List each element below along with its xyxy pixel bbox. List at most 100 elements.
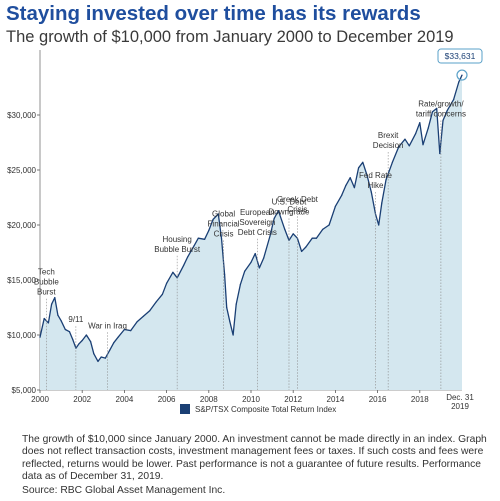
data-point — [47, 322, 50, 324]
data-point — [51, 303, 53, 305]
data-point — [142, 315, 144, 317]
x-tick-label: 2000 — [31, 395, 49, 404]
annotation-label: War in Iraq — [88, 321, 127, 330]
data-point — [385, 179, 387, 181]
data-point — [404, 138, 406, 140]
data-point — [197, 237, 199, 239]
data-point — [328, 224, 330, 226]
annotation-label: Greek Debt — [277, 195, 319, 204]
data-point — [239, 283, 241, 285]
data-point — [273, 217, 275, 219]
data-point — [269, 235, 271, 237]
chart-title: Staying invested over time has its rewar… — [6, 2, 421, 25]
data-point — [155, 301, 157, 303]
data-point — [57, 314, 59, 316]
data-point — [113, 342, 115, 344]
y-tick-label: $20,000 — [7, 221, 36, 230]
annotation-label: Fed Rate — [359, 171, 392, 180]
data-point — [446, 110, 448, 112]
annotation-label: Housing — [162, 235, 191, 244]
data-point — [123, 328, 125, 331]
chart-subtitle: The growth of $10,000 from January 2000 … — [6, 28, 454, 46]
data-point — [458, 81, 460, 83]
data-point — [187, 256, 189, 258]
data-point — [258, 267, 260, 269]
data-point — [130, 330, 132, 332]
data-point — [301, 250, 303, 252]
x-tick-label: 2010 — [242, 395, 260, 404]
data-point — [349, 177, 351, 179]
data-point — [292, 233, 294, 235]
data-point — [100, 356, 102, 358]
data-point — [391, 161, 393, 163]
data-point — [68, 331, 71, 333]
annotation-label: Bubble — [34, 278, 59, 287]
data-point — [436, 107, 438, 109]
data-point — [193, 245, 195, 247]
data-point — [78, 343, 80, 345]
data-point — [90, 341, 92, 343]
data-point — [93, 353, 95, 355]
data-point — [284, 228, 286, 230]
data-point — [353, 187, 355, 189]
annotation-label: Burst — [37, 288, 56, 297]
data-point — [104, 357, 106, 359]
data-point — [250, 261, 252, 263]
x-tick-label: 2006 — [158, 395, 176, 404]
end-value-box — [437, 48, 483, 64]
annotation-label: U.S. Debt — [272, 197, 307, 206]
x-tick-label: 2004 — [116, 395, 134, 404]
x-tick-label: 2002 — [73, 395, 91, 404]
data-point — [453, 99, 455, 101]
data-point — [431, 111, 434, 113]
x-tick-label: 2014 — [327, 395, 345, 404]
x-tick-label: 2012 — [284, 395, 302, 404]
data-point — [341, 194, 343, 196]
data-point — [408, 145, 410, 147]
data-point — [60, 320, 62, 322]
data-point — [109, 349, 111, 351]
y-tick-label: $10,000 — [7, 331, 36, 340]
annotation-label: Decision — [373, 141, 404, 150]
data-point — [415, 133, 417, 135]
y-tick-label: $15,000 — [7, 276, 36, 285]
data-point — [422, 144, 424, 146]
data-point — [311, 237, 313, 239]
annotation-label: Bubble Burst — [154, 245, 201, 254]
annotation-label: 9/11 — [68, 315, 84, 324]
y-tick-label: $5,000 — [12, 386, 37, 395]
data-point — [204, 238, 206, 240]
data-point — [345, 184, 347, 186]
data-point — [334, 205, 336, 207]
data-point — [263, 257, 265, 259]
data-point — [254, 253, 256, 255]
annotation-label: European — [240, 208, 275, 217]
data-point — [54, 297, 56, 299]
data-point — [64, 328, 66, 331]
data-point — [172, 271, 174, 273]
data-point — [362, 161, 364, 163]
y-tick-label: $25,000 — [7, 166, 36, 175]
end-value-label: $33,631 — [445, 51, 476, 61]
data-point — [366, 174, 368, 177]
legend-label: S&P/TSX Composite Total Return Index — [195, 404, 337, 414]
data-point — [117, 336, 119, 338]
annotation-label: Hike — [367, 181, 384, 190]
data-point — [244, 270, 246, 272]
x-tick-label: 2016 — [369, 395, 387, 404]
data-point — [72, 338, 74, 340]
annotation-label: Crisis — [214, 229, 234, 238]
end-point-marker — [456, 69, 468, 81]
data-point — [39, 336, 41, 338]
chart-legend: S&P/TSX Composite Total Return Index — [180, 404, 336, 414]
data-point — [161, 293, 163, 295]
annotation-label: Crisis — [287, 205, 307, 214]
data-point — [136, 321, 138, 323]
data-point — [85, 334, 87, 336]
data-point — [232, 334, 234, 336]
data-point — [208, 229, 210, 232]
annotation-label: tariff concerns — [416, 110, 466, 119]
series-line — [39, 74, 463, 363]
data-point — [97, 360, 99, 362]
